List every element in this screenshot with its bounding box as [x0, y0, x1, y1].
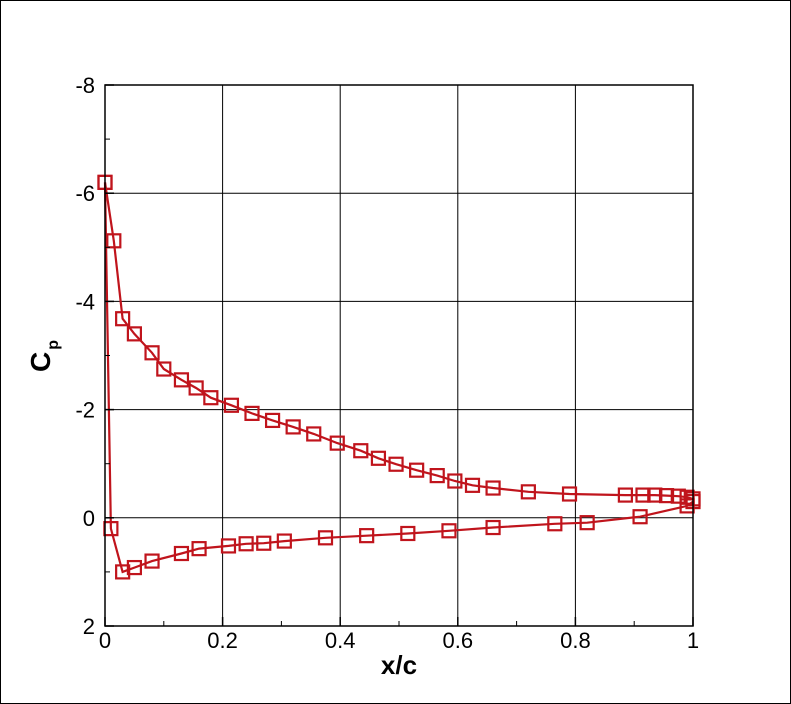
data-point-marker — [388, 456, 404, 472]
data-point-marker — [561, 486, 578, 502]
data-point-marker — [329, 435, 345, 451]
data-point-marker — [485, 480, 501, 496]
data-point-marker — [658, 488, 675, 504]
data-point-marker — [106, 233, 122, 249]
data-point-marker — [400, 525, 416, 542]
series-layer — [97, 174, 701, 580]
data-point-marker — [370, 450, 387, 466]
data-point-marker — [276, 533, 292, 549]
axes: 0 0.2 0.4 0.6 0.8 120-2-4-6-8 — [75, 73, 699, 653]
data-point-marker — [126, 326, 143, 342]
data-point-marker — [244, 405, 260, 421]
data-point-marker — [238, 536, 254, 552]
series-line-2 — [103, 182, 694, 574]
data-point-marker — [617, 487, 633, 503]
data-point-marker — [115, 564, 131, 580]
data-point-marker — [429, 468, 445, 484]
data-point-marker — [173, 372, 190, 388]
data-point-marker — [520, 484, 536, 500]
data-point-marker — [317, 530, 334, 546]
data-point-marker — [635, 487, 651, 503]
data-point-marker — [441, 523, 457, 539]
x-tick-label: 0 — [99, 628, 111, 653]
y-tick-label: -2 — [75, 398, 95, 423]
y-axis-title-main: C — [25, 352, 56, 372]
data-point-marker — [264, 412, 281, 429]
y-tick-label: -6 — [75, 181, 95, 206]
x-axis-title: x/c — [381, 650, 417, 680]
data-point-marker — [115, 311, 131, 327]
data-point-marker — [256, 535, 272, 551]
data-point-marker — [579, 515, 595, 531]
series-line-1 — [103, 182, 694, 500]
data-point-marker — [220, 538, 237, 554]
data-point-marker — [203, 390, 219, 406]
data-point-marker — [126, 559, 143, 576]
x-tick-label: 0.6 — [443, 628, 474, 653]
data-point-marker — [632, 509, 648, 525]
data-point-marker — [144, 345, 160, 361]
y-axis-title-sub: p — [45, 340, 62, 350]
y-tick-label: -4 — [75, 289, 95, 314]
x-tick-label: 0.4 — [325, 628, 356, 653]
y-tick-label: 2 — [83, 614, 95, 639]
data-point-marker — [485, 519, 501, 536]
data-point-marker — [647, 487, 663, 503]
data-point-marker — [285, 419, 301, 435]
data-point-marker — [144, 553, 160, 569]
data-point-marker — [191, 541, 207, 557]
data-point-marker — [670, 488, 686, 504]
data-point-marker — [353, 443, 369, 459]
data-point-marker — [359, 528, 375, 544]
x-tick-label: 0.8 — [560, 628, 591, 653]
data-point-marker — [223, 397, 240, 413]
data-point-marker — [409, 462, 425, 478]
data-point-marker — [188, 380, 204, 396]
y-tick-label: 0 — [83, 506, 95, 531]
data-point-marker — [173, 545, 190, 562]
data-point-marker — [547, 516, 563, 532]
data-point-marker — [447, 473, 463, 489]
data-point-marker — [464, 477, 481, 493]
y-tick-label: -8 — [75, 73, 95, 98]
x-tick-label: 0.2 — [207, 628, 238, 653]
data-point-marker — [306, 426, 322, 442]
svg-text:Cp: Cp — [25, 340, 62, 372]
data-point-marker — [156, 361, 172, 377]
y-axis-title: Cp — [25, 340, 62, 372]
x-tick-label: 1 — [687, 628, 699, 653]
